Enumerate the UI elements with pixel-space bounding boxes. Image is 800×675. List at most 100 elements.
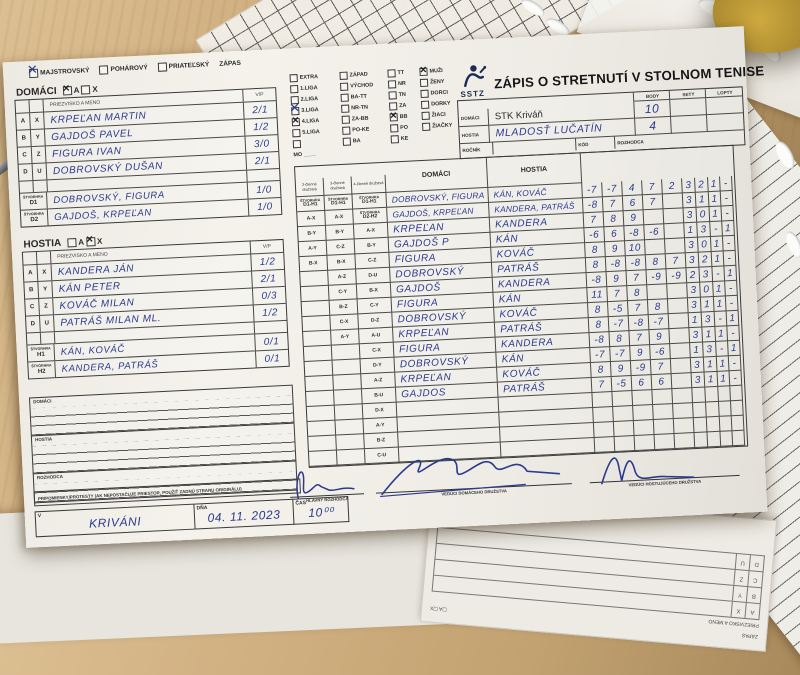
home-x-label: X (92, 84, 98, 94)
away-points: 4 (635, 116, 672, 136)
ball-score (612, 391, 634, 407)
player-vp: 1/2 (245, 118, 278, 136)
note-box-label: DOMÁCI (33, 398, 52, 405)
ball-score (592, 392, 614, 408)
points-home-text: 1 (717, 327, 725, 340)
doubles-vp: 1/0 (248, 181, 281, 199)
sets-away: 0 (700, 281, 714, 298)
pairing-code: B-X (356, 282, 392, 300)
match-home-player-text: KRPEĽAN (400, 371, 452, 385)
ball-score: -7 (648, 314, 670, 331)
sets-home-text: 3 (687, 239, 695, 251)
match-away-player-text: KOVÁČ (499, 307, 538, 320)
ball-score: -8 (628, 315, 650, 332)
ball-score-text: 9 (636, 346, 644, 359)
ball-score-text: 6 (638, 376, 645, 389)
match-away-player-text: KANDERA, PATRÁŠ (494, 200, 575, 215)
sets-home (693, 402, 707, 419)
doubles-vp-text: 0/1 (264, 352, 281, 365)
sets-away: 3 (703, 341, 717, 358)
pairing-code: B-X (299, 255, 329, 273)
match-home-player-text: FIGURA (394, 251, 437, 265)
sets-away-text: 0 (703, 283, 710, 295)
pairing-code: C-Y (328, 284, 358, 301)
player-letter: C (17, 147, 33, 164)
sets-away-text: 1 (698, 193, 706, 206)
league-option-label: TT (397, 69, 405, 76)
league-option-label: BA (352, 137, 361, 144)
match-type-label: MAJSTROVSKÝ (39, 67, 90, 77)
points-home-text: 1 (715, 283, 723, 295)
ball-score-text: -5 (616, 377, 627, 390)
ball-score (653, 419, 675, 436)
league-option-label: DORKY (430, 100, 451, 108)
check-x-mark: ✕ (288, 99, 301, 115)
player-vp: 1/2 (254, 304, 287, 322)
sets-away: 1 (702, 326, 717, 343)
match-type-checkboxes: ✕ MAJSTROVSKÝ POHÁROVÝ PRIATEĽSKÝ ZÁPAS (27, 59, 241, 79)
player-name-text: KÁN PETER (58, 280, 121, 295)
match-away-player-text: KANDERA (494, 216, 548, 231)
player-letter: B (24, 281, 40, 299)
pairing-code: B-X (327, 254, 357, 271)
ball-score: 9 (610, 361, 632, 378)
ball-score-text: 11 (591, 288, 604, 301)
points-away-text: - (726, 237, 732, 249)
ball-score: 7 (627, 300, 649, 317)
player-vp-text: 1/2 (259, 255, 276, 268)
pairing-code: C-Z (355, 252, 391, 270)
ball-score-text: 7 (632, 272, 640, 284)
points-home-text: - (716, 268, 721, 280)
empty-checkbox (341, 115, 350, 124)
pairing-code: D-Z (358, 312, 393, 330)
ball-score: 7 (626, 270, 648, 287)
pairing-code: C-X (330, 314, 360, 331)
ball-score (669, 328, 691, 345)
points-home-text: 1 (711, 208, 719, 220)
sets-away-text: 0 (700, 238, 708, 250)
ball-score: -8 (624, 225, 646, 242)
home-roster-panel: DOMÁCI ✕ A X PRIEZVISKO A MENO V/P A X KRPEĽAN M… (14, 73, 283, 228)
sets-away-text: 0 (699, 208, 707, 221)
points-home: 1 (713, 296, 727, 312)
doubles-label: ŠTVORHRA H1 (27, 344, 56, 362)
pairing-code (303, 345, 333, 363)
empty-checkbox (390, 123, 399, 133)
check-x-mark: ✕ (85, 233, 94, 245)
sets-home-text: 3 (693, 359, 701, 371)
ball-score-text: -6 (648, 226, 660, 238)
sets-away-text: 3 (706, 343, 713, 355)
place-cell: V KRIVÁNI (34, 503, 196, 538)
player-vp-text: 2/1 (252, 104, 269, 116)
match-report-form: ✕ MAJSTROVSKÝ POHÁROVÝ PRIATEĽSKÝ ZÁPAS DOMÁ… (2, 26, 768, 548)
player-letter: Y (38, 281, 54, 298)
sets-away: 1 (704, 371, 719, 388)
player-vp-text: 1/2 (252, 120, 270, 133)
player-vp: 2/1 (252, 270, 285, 288)
ball-score: 9 (649, 329, 671, 346)
away-x-label: X (96, 236, 103, 246)
ball-score-text: 8 (654, 301, 662, 313)
checked-checkbox: ✕ (291, 114, 301, 126)
points-away: - (729, 370, 743, 387)
ball-score-text: -7 (653, 315, 664, 328)
sets-away: 1 (700, 296, 715, 313)
doubles-names-text: KANDERA, PATRÁŠ (61, 358, 159, 375)
ball-score-text: 9 (611, 243, 619, 255)
home-balls (706, 96, 743, 116)
ball-score-text: 6 (610, 228, 618, 240)
player-vp: 3/0 (245, 135, 278, 153)
sets-home-text: 3 (690, 284, 697, 296)
points-home: 1 (711, 251, 725, 267)
ball-score (673, 418, 695, 435)
match-home-player-text: DOBROVSKÝ (395, 265, 465, 280)
pairing-code: B-U (361, 387, 397, 405)
player-letter: U (39, 315, 55, 332)
sets-away: 3 (699, 266, 714, 283)
league-option-label: PO-KE (352, 126, 370, 133)
pairing-code (334, 404, 364, 421)
pairing-code: A-Y (331, 329, 360, 346)
sets-away-text: 2 (701, 253, 709, 265)
date-label: DŇA (196, 504, 208, 512)
player-letter: X (37, 264, 53, 281)
